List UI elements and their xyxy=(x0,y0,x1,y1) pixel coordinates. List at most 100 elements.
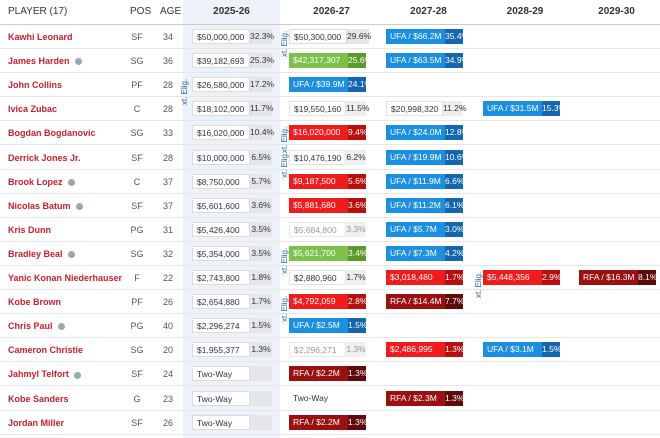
salary-cell: RFA / $2.2M 1.3% xyxy=(289,366,367,382)
player-name[interactable]: Bradley Beal xyxy=(8,242,75,266)
player-name[interactable]: Bogdan Bogdanovic xyxy=(8,128,96,139)
salary-cell: $10,476,190 6.2% xyxy=(289,149,366,165)
salary-cell: UFA / $19.9M 10.6% xyxy=(386,149,469,165)
salary-amount: RFA / $2.2M xyxy=(289,366,348,382)
age: 22 xyxy=(162,273,173,283)
cap-percent: 24.1% xyxy=(348,77,372,93)
cap-percent: 1.7% xyxy=(250,294,272,310)
salary-amount: $5,881,680 xyxy=(289,197,348,213)
salary-amount: $2,296,274 xyxy=(192,318,250,334)
salary-cell: UFA / $11.2M 6.1% xyxy=(386,197,464,213)
cap-percent: 2.9% xyxy=(542,270,561,285)
salary-cell: UFA / $11.9M 6.6% xyxy=(386,173,464,189)
player-name[interactable]: Kobe Brown xyxy=(8,297,61,308)
column-header: 2029-30 xyxy=(598,6,635,17)
cap-percent: 1.3% xyxy=(348,366,367,382)
cap-percent: 2.8% xyxy=(348,294,367,310)
salary-cell: $10,000,000 6.5% xyxy=(192,149,272,165)
age: 31 xyxy=(162,224,173,235)
salary-amount: UFA / $7.3M xyxy=(386,245,445,261)
salary-cell: RFA / $14.4M 7.7% xyxy=(386,294,464,310)
player-name[interactable]: Jahmyl Telfort xyxy=(8,362,81,386)
salary-amount: RFA / $14.4M xyxy=(386,294,445,310)
salary-cell: $2,486,995 1.3% xyxy=(386,342,464,358)
salary-amount: UFA / $3.1M xyxy=(483,342,542,358)
column-header: 2026-27 xyxy=(313,6,350,17)
salary-cell: Two-Way xyxy=(192,366,272,382)
cap-percent-empty xyxy=(250,366,272,382)
salary-cell: $5,448,356 2.9% xyxy=(483,270,561,285)
player-name[interactable]: Nicolas Batum xyxy=(8,194,83,218)
position: C xyxy=(133,104,141,115)
cap-percent-empty xyxy=(250,414,272,430)
age: 34 xyxy=(162,32,173,42)
player-icon xyxy=(67,251,75,259)
position: PG xyxy=(130,224,144,235)
salary-cell: $5,354,000 3.5% xyxy=(192,245,272,261)
salary-cell: RFA / $2.3M 1.3% xyxy=(386,390,464,406)
cap-percent: 1.8% xyxy=(250,270,272,285)
salary-cell: $5,426,400 3.5% xyxy=(192,221,272,237)
salary-amount: $5,601,600 xyxy=(192,197,250,213)
salary-amount: $9,187,500 xyxy=(289,173,348,189)
salary-amount: UFA / $24.0M xyxy=(386,125,445,141)
cap-percent-empty xyxy=(250,390,272,406)
age: 28 xyxy=(162,152,173,163)
player-name[interactable]: John Collins xyxy=(8,80,62,91)
salary-amount: UFA / $5.7M xyxy=(386,221,445,237)
player-name[interactable]: Derrick Jones Jr. xyxy=(8,152,81,163)
player-name[interactable]: Chris Paul xyxy=(8,314,65,338)
salary-amount: RFA / $2.2M xyxy=(289,414,348,430)
column-header[interactable]: PLAYER (17) xyxy=(8,6,68,17)
player-name[interactable]: Kris Dunn xyxy=(8,224,52,235)
position: G xyxy=(133,393,141,404)
position: F xyxy=(134,273,140,283)
salary-cell: $9,187,500 5.6% xyxy=(289,173,367,189)
salary-amount: UFA / $11.9M xyxy=(386,173,445,189)
salary-cell: UFA / $66.2M 35.4% xyxy=(386,29,469,44)
cap-percent: 1.3% xyxy=(346,342,366,358)
salary-cell: $20,998,320 11.2% xyxy=(386,101,466,117)
salary-cell: $50,300,000 29.6% xyxy=(289,29,371,44)
salary-amount: UFA / $11.2M xyxy=(386,197,445,213)
player-name[interactable]: Yanic Konan Niederhauser xyxy=(8,273,123,283)
salary-amount: $10,476,190 xyxy=(289,149,346,165)
position: SG xyxy=(130,345,144,356)
salary-amount: $8,750,000 xyxy=(192,173,250,189)
player-name[interactable]: Ivica Zubac xyxy=(8,104,58,115)
player-name[interactable]: Kawhi Leonard xyxy=(8,32,73,42)
salary-amount: UFA / $31.5M xyxy=(483,101,542,117)
salary-cell: $2,743,800 1.8% xyxy=(192,270,272,285)
salary-amount: $3,018,480 xyxy=(386,270,445,285)
player-name[interactable]: Kobe Sanders xyxy=(8,393,69,404)
salary-amount: $16,020,000 xyxy=(192,125,250,141)
player-row: Ivica Zubac C 28 $18,102,000 11.7% $19,550,16… xyxy=(0,97,660,122)
player-row: Kobe Sanders G 23 Two-Way Two-Way RFA / $2.3M… xyxy=(0,387,660,411)
position: SG xyxy=(130,56,144,67)
player-name[interactable]: James Harden xyxy=(8,49,82,73)
player-name[interactable]: Jordan Miller xyxy=(8,417,65,428)
position: SF xyxy=(131,369,143,380)
salary-amount: $18,102,000 xyxy=(192,101,250,117)
player-row: Nicolas Batum SF 37 $5,601,600 3.6% $5,881,68… xyxy=(0,194,660,218)
salary-cell: UFA / $63.5M 34.9% xyxy=(386,53,469,69)
player-name[interactable]: Cameron Christie xyxy=(8,345,84,356)
player-name[interactable]: Brook Lopez xyxy=(8,170,75,194)
salary-cell: UFA / $7.3M 4.2% xyxy=(386,245,464,261)
cap-percent: 3.3% xyxy=(346,221,366,237)
player-row: Kris Dunn PG 31 $5,426,400 3.5% $5,684,800 3.3… xyxy=(0,218,660,242)
column-header[interactable]: POS xyxy=(130,6,152,17)
age: 40 xyxy=(162,321,173,332)
player-row: Yanic Konan Niederhauser F 22 $2,743,800 1.8… xyxy=(0,266,660,298)
salary-cell: $3,018,480 1.7% xyxy=(386,270,464,285)
salary-amount: $2,880,960 xyxy=(289,270,346,285)
salary-cell: UFA / $5.7M 3.0% xyxy=(386,221,464,237)
column-header[interactable]: AGE xyxy=(160,6,182,17)
salary-cell: $2,654,880 1.7% xyxy=(192,294,272,310)
player-row: Bogdan Bogdanovic SG 33 $16,020,000 10.4% $16… xyxy=(0,121,660,153)
salary-cell: $1,955,377 1.3% xyxy=(192,342,272,358)
salary-cell: UFA / $31.5M 15.3% xyxy=(483,101,566,117)
player-row: Bradley Beal SG 32 $5,354,000 3.5% $5,621,700… xyxy=(0,242,660,274)
cap-percent: 1.3% xyxy=(445,342,464,358)
